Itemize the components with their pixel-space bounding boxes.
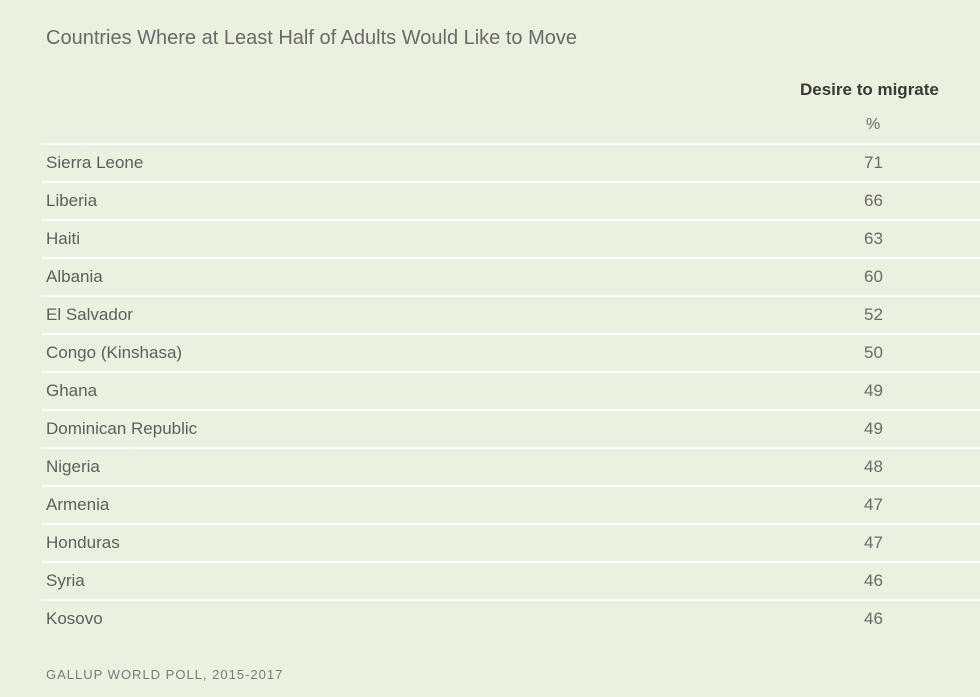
table-row: Nigeria 48	[42, 447, 980, 485]
migration-value: 46	[864, 571, 883, 590]
migration-value: 71	[864, 153, 883, 172]
country-name: Haiti	[46, 229, 81, 248]
table-row: Haiti 63	[42, 219, 980, 257]
country-name: Ghana	[46, 381, 98, 400]
unit-label: %	[866, 116, 881, 133]
country-name: Armenia	[46, 495, 110, 514]
country-name: Dominican Republic	[46, 419, 198, 438]
country-name: Honduras	[46, 533, 120, 552]
country-name: Albania	[46, 267, 103, 286]
migration-value: 50	[864, 343, 883, 362]
table-row: Kosovo 46	[42, 599, 980, 637]
column-header: Desire to migrate	[800, 80, 939, 99]
table-row: Dominican Republic 49	[42, 409, 980, 447]
country-name: Congo (Kinshasa)	[46, 343, 183, 362]
country-name: Kosovo	[46, 609, 103, 628]
migration-value: 46	[864, 609, 883, 628]
migration-value: 47	[864, 533, 883, 552]
country-name: Syria	[46, 571, 85, 590]
data-table: Sierra Leone 71 Liberia 66 Haiti 63 Albania 60 E…	[42, 143, 980, 637]
table-row: Armenia 47	[42, 485, 980, 523]
country-name: Sierra Leone	[46, 153, 144, 172]
migration-value: 60	[864, 267, 883, 286]
migration-value: 66	[864, 191, 883, 210]
migration-value: 48	[864, 457, 883, 476]
migration-value: 49	[864, 419, 883, 438]
table-row: Albania 60	[42, 257, 980, 295]
table-row: Syria 46	[42, 561, 980, 599]
country-name: El Salvador	[46, 305, 133, 324]
table-row: Honduras 47	[42, 523, 980, 561]
country-name: Liberia	[46, 191, 98, 210]
migration-value: 52	[864, 305, 883, 324]
table-row: Liberia 66	[42, 181, 980, 219]
chart-title: Countries Where at Least Half of Adults …	[46, 27, 578, 49]
source-note: GALLUP WORLD POLL, 2015-2017	[46, 667, 284, 682]
table-row: Congo (Kinshasa) 50	[42, 333, 980, 371]
table-row: Ghana 49	[42, 371, 980, 409]
table-row: Sierra Leone 71	[42, 143, 980, 181]
country-name: Nigeria	[46, 457, 100, 476]
table-row: El Salvador 52	[42, 295, 980, 333]
migration-value: 63	[864, 229, 883, 248]
migration-value: 49	[864, 381, 883, 400]
migration-value: 47	[864, 495, 883, 514]
